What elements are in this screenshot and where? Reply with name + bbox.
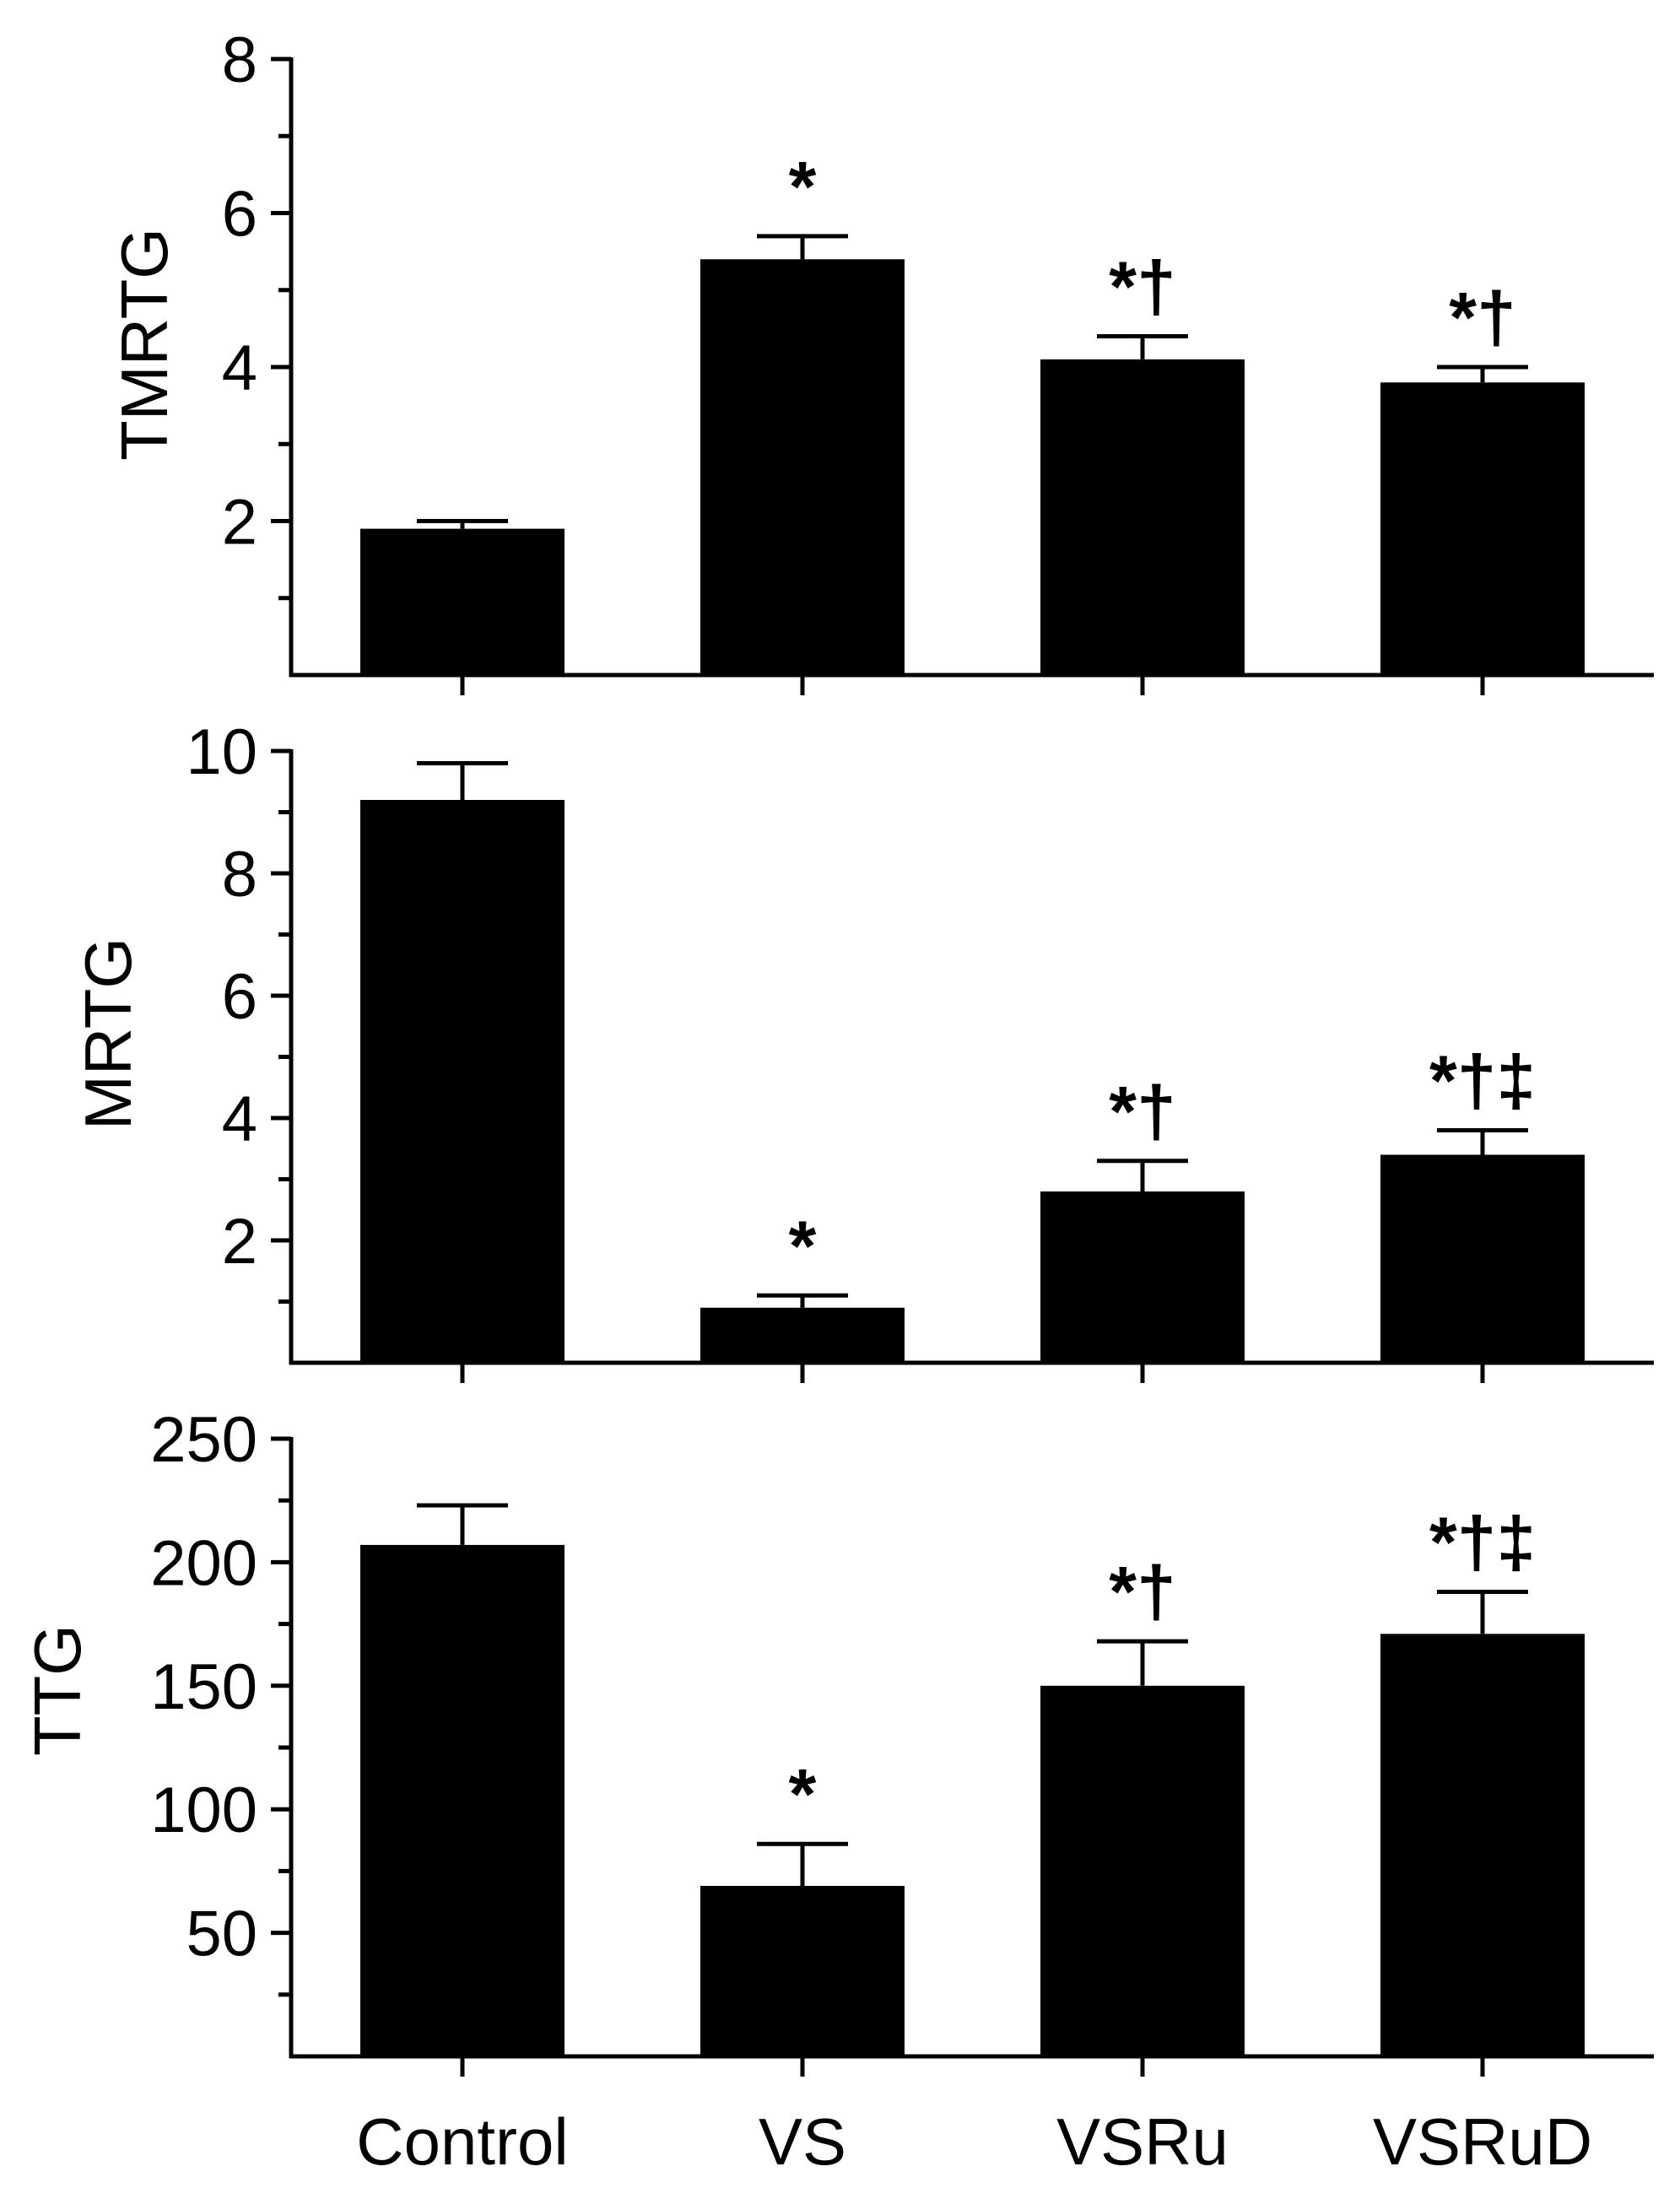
- y-axis-label-tmrtg: TMRTG: [107, 228, 181, 461]
- panel-tmrtg: TMRTG * *† *† 2 4 6 8: [107, 24, 1654, 695]
- y-axis-label-ttg: TTG: [20, 1624, 95, 1756]
- bar-tmrtg-vsru: [1040, 359, 1245, 675]
- y-tick-label-ttg: 150: [150, 1651, 257, 1723]
- panel-ttg: TTG * *† *†‡ 50 100 150 200 250: [20, 1404, 1654, 2077]
- y-tick-label-mrtg: 2: [222, 1206, 257, 1278]
- y-tick-label-mrtg: 8: [222, 839, 257, 910]
- y-axis-label-mrtg: MRTG: [71, 937, 145, 1130]
- bar-mrtg-control: [360, 800, 565, 1363]
- significance-marker-mrtg-vsrud: *†‡: [1429, 1041, 1536, 1121]
- y-tick-label-tmrtg: 8: [222, 24, 257, 96]
- bar-mrtg-vsru: [1040, 1191, 1245, 1363]
- significance-marker-mrtg-vsru: *†: [1109, 1072, 1175, 1151]
- error-bar-ttg-control: [417, 1503, 508, 1545]
- significance-marker-ttg-vsru: *†: [1109, 1552, 1175, 1631]
- significance-marker-tmrtg-vsru: *†: [1109, 247, 1175, 327]
- y-tick-label-tmrtg: 6: [222, 179, 257, 251]
- y-tick-label-ttg: 50: [186, 1899, 257, 1970]
- error-bar-mrtg-control: [417, 761, 508, 800]
- error-bar-tmrtg-vsrud: [1437, 365, 1528, 383]
- y-tick-label-tmrtg: 4: [222, 332, 257, 404]
- bar-ttg-control: [360, 1544, 565, 2056]
- y-tick-label-ttg: 100: [150, 1775, 257, 1846]
- x-axis-categories: Control VS VSRu VSRuD: [356, 2104, 1592, 2179]
- bar-ttg-vsru: [1040, 1685, 1245, 2056]
- significance-marker-mrtg-vs: *: [789, 1206, 817, 1285]
- error-bar-mrtg-vsrud: [1437, 1128, 1528, 1155]
- significance-marker-tmrtg-vs: *: [789, 147, 817, 226]
- error-bar-ttg-vsrud: [1437, 1590, 1528, 1634]
- error-bar-ttg-vsru: [1097, 1639, 1188, 1686]
- error-bar-ttg-vs: [757, 1841, 848, 1886]
- bar-tmrtg-control: [360, 528, 565, 675]
- significance-marker-ttg-vsrud: *†‡: [1429, 1503, 1536, 1582]
- panel-mrtg: MRTG * *† *†‡ 2 4 6 8 10: [71, 716, 1654, 1383]
- error-bar-tmrtg-control: [417, 519, 508, 529]
- y-tick-label-ttg: 250: [150, 1404, 257, 1476]
- y-tick-label-mrtg: 4: [222, 1083, 257, 1155]
- bar-tmrtg-vsrud: [1380, 382, 1585, 675]
- bar-mrtg-vs: [700, 1307, 905, 1363]
- bar-mrtg-vsrud: [1380, 1154, 1585, 1363]
- bar-tmrtg-vs: [700, 259, 905, 675]
- y-tick-label-mrtg: 6: [222, 961, 257, 1033]
- y-tick-label-ttg: 200: [150, 1527, 257, 1599]
- error-bar-mrtg-vsru: [1097, 1159, 1188, 1191]
- x-tick-label-vsrud: VSRuD: [1373, 2104, 1592, 2179]
- bar-ttg-vsrud: [1380, 1634, 1585, 2056]
- significance-marker-tmrtg-vsrud: *†: [1449, 278, 1515, 357]
- error-bar-tmrtg-vs: [757, 234, 848, 260]
- significance-marker-ttg-vs: *: [789, 1754, 817, 1834]
- x-tick-label-control: Control: [356, 2104, 568, 2179]
- x-tick-label-vsru: VSRu: [1056, 2104, 1229, 2179]
- error-bar-mrtg-vs: [757, 1293, 848, 1308]
- y-tick-label-tmrtg: 2: [222, 487, 257, 559]
- error-bar-tmrtg-vsru: [1097, 334, 1188, 359]
- x-tick-label-vs: VS: [759, 2104, 846, 2179]
- bar-ttg-vs: [700, 1885, 905, 2056]
- y-tick-label-mrtg: 10: [186, 716, 257, 788]
